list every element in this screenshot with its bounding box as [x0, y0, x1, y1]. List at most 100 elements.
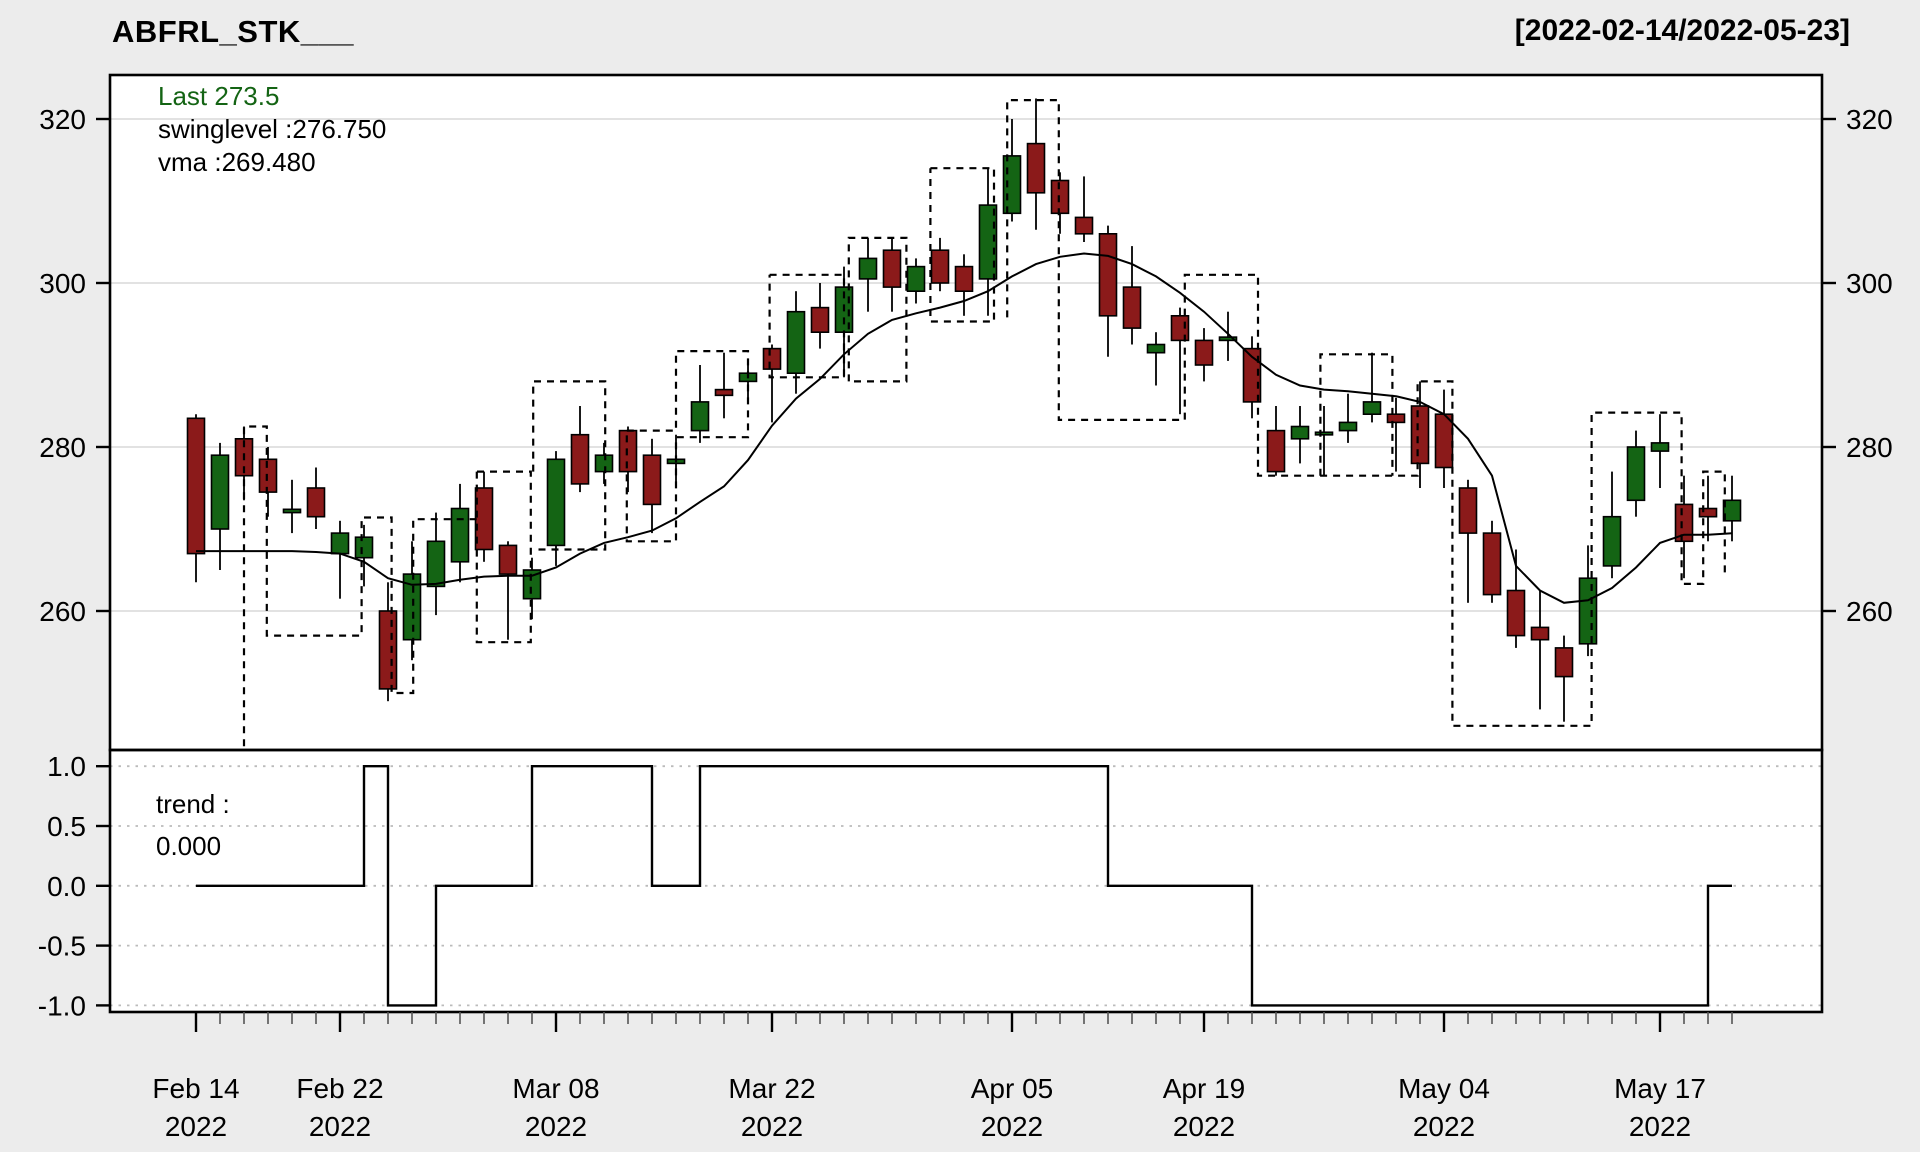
candle	[594, 442, 614, 484]
candle-body-down	[1170, 314, 1190, 342]
candle-body-up	[1626, 446, 1646, 502]
candle	[282, 479, 302, 534]
legend: Last 273.5 swinglevel :276.750 vma :269.…	[158, 80, 386, 179]
candle-body-up	[282, 508, 302, 514]
candle-body-down	[1074, 216, 1094, 235]
axis-label: 280	[1846, 432, 1893, 463]
candle-body-down	[762, 347, 782, 370]
candle-body-down	[714, 388, 734, 397]
candle-body-up	[1290, 425, 1310, 440]
candle	[1386, 397, 1406, 472]
candle	[402, 541, 422, 661]
candle	[1482, 520, 1502, 603]
candle-body-down	[642, 454, 662, 506]
candle	[882, 237, 902, 312]
candle-body-up	[522, 569, 542, 600]
candle-body-down	[1026, 142, 1046, 194]
candle	[1146, 332, 1166, 386]
chart-date-range: [2022-02-14/2022-05-23]	[1514, 14, 1850, 47]
candle	[714, 352, 734, 419]
axis-label: 2022	[1173, 1111, 1235, 1142]
axis-label: Apr 05	[971, 1073, 1054, 1104]
candle-body-up	[1578, 577, 1598, 645]
trend-label-title: trend :	[156, 789, 230, 819]
candle-body-down	[1050, 179, 1070, 215]
candle-body-up	[1338, 421, 1358, 432]
candle-body-down	[570, 433, 590, 485]
candle-body-down	[1458, 487, 1478, 534]
title-row: ABFRL_STK___ [2022-02-14/2022-05-23]	[0, 10, 1920, 50]
candle	[546, 451, 566, 566]
candle-body-up	[1650, 442, 1670, 452]
axis-label: 300	[39, 268, 86, 299]
candle	[1050, 172, 1070, 234]
candle	[930, 237, 950, 292]
candle	[1338, 393, 1358, 443]
axis-label: 2022	[309, 1111, 371, 1142]
trend-line	[196, 765, 1732, 1007]
candle	[1602, 471, 1622, 579]
axis-label: May 04	[1398, 1073, 1490, 1104]
candle	[258, 447, 278, 517]
trend-panel-bg	[110, 750, 1822, 1012]
candle	[690, 365, 710, 443]
candle	[1698, 475, 1718, 542]
candle	[522, 557, 542, 620]
candle-body-up	[1146, 343, 1166, 354]
candle	[1266, 406, 1286, 476]
chart-title: ABFRL_STK___	[112, 14, 354, 49]
candle	[570, 406, 590, 493]
candle-body-down	[954, 265, 974, 293]
candle-body-down	[1098, 233, 1118, 317]
candle	[1314, 406, 1334, 476]
candle-body-up	[1722, 499, 1742, 522]
candle	[1722, 475, 1742, 542]
candle	[906, 258, 926, 304]
candle	[1458, 479, 1478, 603]
legend-swinglevel: swinglevel :276.750	[158, 114, 387, 144]
axis-label: 2022	[165, 1111, 227, 1142]
swinglevel-path	[847, 236, 908, 383]
candle	[954, 254, 974, 316]
candle-body-up	[786, 310, 806, 375]
candle-body-up	[426, 540, 446, 588]
candle	[762, 344, 782, 423]
axis-label: 2022	[1413, 1111, 1475, 1142]
swinglevel-path	[625, 350, 750, 543]
candle	[426, 512, 446, 616]
axis-label: Mar 08	[512, 1073, 599, 1104]
candle	[330, 520, 350, 599]
candle-body-down	[618, 429, 638, 473]
candle-body-up	[858, 257, 878, 280]
axis-label: Feb 22	[296, 1073, 383, 1104]
axis-label: -1.0	[38, 990, 86, 1021]
candle	[618, 426, 638, 493]
legend-vma: vma :269.480	[158, 147, 316, 177]
candle	[1218, 311, 1238, 361]
axis-label: 320	[1846, 104, 1893, 135]
candle-body-down	[930, 249, 950, 284]
candle-body-down	[306, 487, 326, 518]
axis-label: 0.5	[47, 811, 86, 842]
candle	[1362, 352, 1382, 423]
candle-body-up	[690, 401, 710, 432]
candle	[1554, 635, 1574, 722]
candle	[354, 524, 374, 587]
swinglevel-path	[532, 380, 607, 551]
candle-body-down	[474, 487, 494, 551]
candle	[786, 291, 806, 394]
candle-body-up	[594, 454, 614, 473]
axis-label: Mar 22	[728, 1073, 815, 1104]
candle	[186, 414, 206, 583]
candle-body-up	[354, 536, 374, 559]
candle-body-up	[450, 507, 470, 563]
axis-label: 2022	[1629, 1111, 1691, 1142]
candle-body-down	[1530, 626, 1550, 641]
axis-label: 300	[1846, 268, 1893, 299]
candle	[1626, 430, 1646, 517]
candle-body-up	[978, 204, 998, 280]
candle	[498, 541, 518, 640]
swinglevel-path	[475, 470, 532, 644]
